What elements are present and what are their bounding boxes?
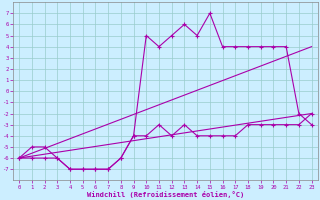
X-axis label: Windchill (Refroidissement éolien,°C): Windchill (Refroidissement éolien,°C): [87, 191, 244, 198]
